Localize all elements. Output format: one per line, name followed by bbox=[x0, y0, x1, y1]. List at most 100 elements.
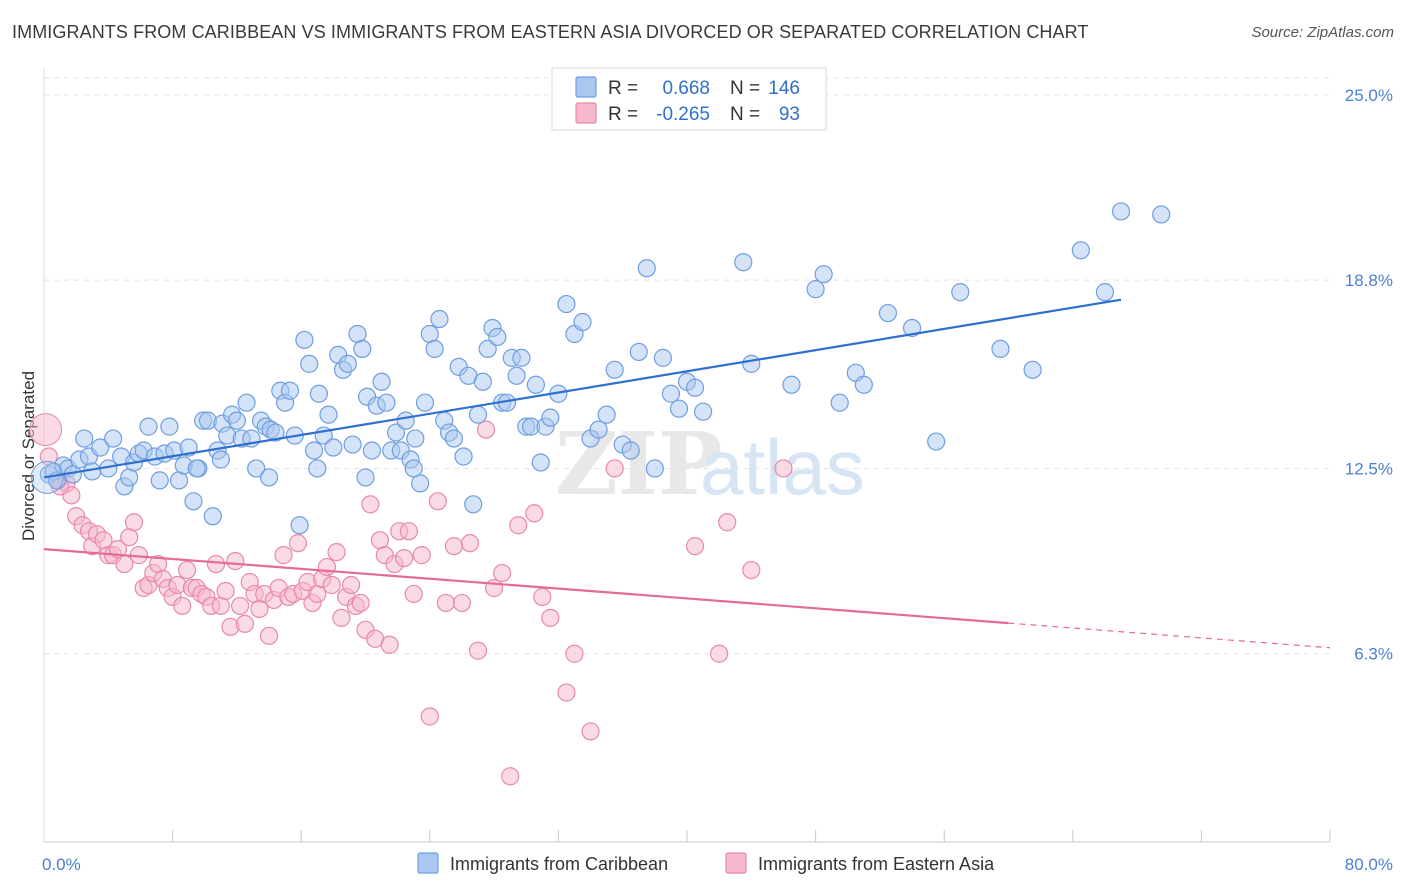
scatter-point bbox=[488, 327, 507, 347]
scatter-point bbox=[629, 342, 648, 361]
legend-r-label-eastern-asia: R = bbox=[608, 104, 638, 125]
scatter-point bbox=[226, 551, 245, 571]
x-axis-ticks bbox=[43, 830, 1331, 842]
caribbean-points bbox=[30, 202, 1171, 535]
scatter-point bbox=[557, 683, 576, 702]
scatter-point bbox=[404, 584, 423, 604]
scatter-point bbox=[597, 405, 616, 424]
legend-n-label-eastern-asia: N = bbox=[730, 104, 760, 125]
scatter-point bbox=[377, 393, 396, 412]
scatter-point bbox=[300, 354, 319, 373]
scatter-point bbox=[509, 516, 528, 535]
scatter-point bbox=[75, 429, 94, 448]
scatter-point bbox=[150, 471, 169, 490]
scatter-point bbox=[274, 546, 293, 565]
scatter-point bbox=[814, 265, 833, 284]
y-tick-label: 18.8% bbox=[1345, 271, 1393, 290]
bottom-legend-label-eastern-asia: Immigrants from Eastern Asia bbox=[758, 854, 995, 874]
scatter-point bbox=[854, 375, 873, 394]
scatter-point bbox=[420, 707, 439, 726]
legend-swatch-caribbean bbox=[575, 76, 597, 98]
scatter-point bbox=[464, 495, 483, 514]
x-axis bbox=[43, 830, 1331, 843]
scatter-point bbox=[573, 312, 592, 332]
scatter-point bbox=[605, 360, 624, 379]
scatter-point bbox=[295, 330, 314, 350]
scatter-point bbox=[541, 408, 560, 427]
scatter-point bbox=[259, 468, 279, 487]
scatter-point bbox=[411, 474, 430, 493]
scatter-point bbox=[501, 767, 520, 786]
scatter-point bbox=[394, 549, 414, 568]
scatter-point bbox=[493, 563, 512, 583]
scatter-point bbox=[203, 507, 222, 526]
scatter-point bbox=[637, 259, 656, 278]
scatter-point bbox=[177, 560, 197, 580]
scatter-point bbox=[565, 644, 584, 663]
scatter-point bbox=[830, 393, 849, 412]
scatter-point bbox=[605, 459, 624, 478]
scatter-point bbox=[1111, 202, 1131, 221]
scatter-point bbox=[1152, 205, 1171, 224]
scatter-point bbox=[104, 429, 123, 448]
scatter-point bbox=[322, 575, 341, 595]
legend-swatch-eastern-asia bbox=[575, 102, 597, 124]
scatter-point bbox=[428, 492, 447, 511]
scatter-point bbox=[902, 318, 922, 338]
scatter-point bbox=[415, 393, 435, 412]
scatter-point bbox=[541, 608, 560, 627]
scatter-point bbox=[372, 372, 391, 391]
scatter-point bbox=[991, 339, 1010, 359]
y-tick-label: 6.3% bbox=[1354, 645, 1393, 664]
x-tick-label-min: 0.0% bbox=[42, 855, 81, 874]
trendline-eastern-asia-extension bbox=[1008, 622, 1331, 649]
scatter-point bbox=[235, 614, 255, 633]
scatter-point bbox=[124, 513, 144, 532]
scatter-point bbox=[685, 537, 705, 556]
scatter-point bbox=[309, 384, 328, 403]
watermark-zip: ZIP bbox=[555, 414, 723, 515]
scatter-point bbox=[1095, 283, 1115, 302]
scatter-point bbox=[187, 459, 206, 478]
scatter-point bbox=[478, 339, 497, 359]
y-axis-tick-labels: 6.3% 12.5% 18.8% 25.0% bbox=[1345, 86, 1393, 664]
source-credit: Source: ZipAtlas.com bbox=[1251, 24, 1394, 41]
scatter-point bbox=[533, 587, 552, 607]
scatter-point bbox=[653, 348, 672, 367]
scatter-point bbox=[742, 354, 761, 373]
scatter-point bbox=[742, 560, 761, 580]
trendlines bbox=[43, 298, 1331, 649]
scatter-point bbox=[589, 420, 608, 439]
scatter-point bbox=[507, 366, 526, 385]
bottom-legend-swatch-eastern-asia bbox=[725, 852, 747, 874]
scatter-point bbox=[290, 516, 309, 535]
scatter-point bbox=[216, 581, 235, 601]
scatter-point bbox=[454, 447, 473, 466]
scatter-point bbox=[396, 411, 415, 430]
chart-title: IMMIGRANTS FROM CARIBBEAN VS IMMIGRANTS … bbox=[12, 22, 1089, 42]
scatter-point bbox=[710, 644, 729, 663]
scatter-point bbox=[343, 435, 362, 454]
scatter-point bbox=[1023, 360, 1042, 379]
legend-r-value-eastern-asia: -0.265 bbox=[656, 104, 710, 125]
scatter-point bbox=[425, 339, 444, 359]
scatter-point bbox=[927, 432, 946, 451]
scatter-point bbox=[160, 417, 179, 436]
scatter-point bbox=[685, 378, 705, 397]
scatter-point bbox=[774, 459, 793, 478]
y-axis-title: Divorced or Separated bbox=[19, 371, 38, 541]
scatter-point bbox=[361, 495, 380, 514]
scatter-point bbox=[227, 411, 246, 430]
scatter-point bbox=[645, 459, 664, 478]
scatter-point bbox=[468, 641, 488, 660]
legend-box bbox=[551, 67, 827, 131]
y-tick-label: 12.5% bbox=[1345, 459, 1393, 478]
scatter-point bbox=[266, 423, 285, 442]
trendline-caribbean bbox=[43, 298, 1122, 479]
scatter-point bbox=[468, 405, 488, 424]
scatter-point bbox=[304, 441, 324, 460]
scatter-point bbox=[444, 537, 464, 556]
scatter-point bbox=[319, 405, 338, 424]
scatter-point bbox=[878, 303, 898, 323]
scatter-point bbox=[332, 608, 351, 627]
